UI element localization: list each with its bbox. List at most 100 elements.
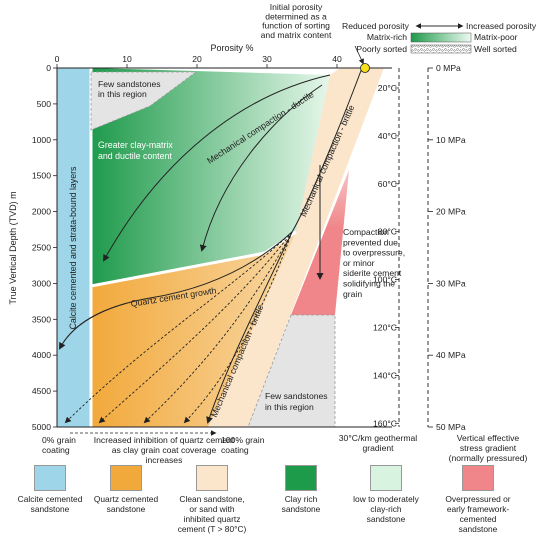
pressure-tick-label: 30 MPa bbox=[436, 278, 466, 288]
legend-label: sandstone bbox=[30, 504, 70, 514]
few-sandstones-region-top bbox=[90, 71, 198, 131]
zero-coat-line: coating bbox=[42, 445, 70, 455]
y-axis-ticks: 0 500 1000 1500 2000 2500 3000 3500 4000 4500 5000 bbox=[32, 63, 57, 432]
legend-item: low to moderately clay-rich sandstone bbox=[345, 465, 427, 524]
matrix-rich-label: Matrix-rich bbox=[367, 32, 407, 42]
temperature-tick-label: 120°C bbox=[373, 323, 397, 333]
pressure-tick-label: 50 MPa bbox=[436, 422, 466, 432]
ductile-path-1 bbox=[103, 74, 331, 262]
legend-swatch bbox=[462, 465, 494, 491]
initial-porosity-line: and matrix content bbox=[261, 30, 332, 40]
hundred-coat-line: coating bbox=[221, 445, 249, 455]
y-tick-label: 2000 bbox=[32, 207, 51, 217]
quartz-growth-path bbox=[59, 231, 293, 350]
brittle-path-lower bbox=[206, 231, 293, 424]
temperature-tick-label: 140°C bbox=[373, 370, 397, 380]
x-tick-label: 0 bbox=[55, 54, 60, 64]
stress-line: Vertical effective bbox=[457, 433, 520, 443]
legend-label: sandstone bbox=[458, 524, 498, 534]
inhibition-line: Increased inhibition of quartz cement bbox=[94, 435, 235, 445]
legend-label: Calcite cemented bbox=[17, 494, 83, 504]
y-tick-label: 3000 bbox=[32, 278, 51, 288]
y-tick-label: 0 bbox=[46, 63, 51, 73]
hundred-coat-line: 100% grain bbox=[221, 435, 265, 445]
y-tick-label: 3500 bbox=[32, 314, 51, 324]
y-axis-label: True Vertical Depth (TVD) m bbox=[8, 191, 18, 304]
clay-rich-region bbox=[91, 68, 330, 286]
y-tick-label: 2500 bbox=[32, 243, 51, 253]
y-tick-label: 1500 bbox=[32, 171, 51, 181]
clean-sandstone-band bbox=[208, 68, 384, 427]
clay-matrix-line1: Greater clay-matrix bbox=[98, 140, 173, 150]
legend-item: Calcite cemented sandstone bbox=[9, 465, 91, 514]
calcite-label: Calcite cemented and strata-bound layers bbox=[68, 166, 78, 329]
quartz-cemented-region bbox=[91, 232, 296, 427]
legend-label: Overpressured or bbox=[445, 494, 511, 504]
legend-label: Clean sandstone, bbox=[179, 494, 245, 504]
few-sandstones-top-line2: in this region bbox=[98, 89, 147, 99]
y-tick-label: 1000 bbox=[32, 135, 51, 145]
temperature-tick-label: 160°C bbox=[373, 418, 397, 428]
brittle-path-upper bbox=[291, 67, 363, 233]
pressure-tick-label: 0 MPa bbox=[436, 63, 461, 73]
few-sandstones-bottom-line1: Few sandstones bbox=[265, 391, 328, 401]
pressure-tick-label: 20 MPa bbox=[436, 207, 466, 217]
legend-label: inhibited quartz bbox=[183, 514, 241, 524]
compaction-prevented-line: solidifying the bbox=[343, 279, 395, 289]
clay-matrix-line2: and ductile content bbox=[98, 151, 172, 161]
few-sandstones-bottom-line2: in this region bbox=[265, 402, 314, 412]
legend-label: sandstone bbox=[281, 504, 321, 514]
y-tick-label: 5000 bbox=[32, 422, 51, 432]
poorly-sorted-label: Poorly sorted bbox=[356, 44, 407, 54]
initial-porosity-point bbox=[360, 63, 370, 73]
compaction-prevented-line: grain bbox=[343, 289, 362, 299]
stress-line: stress gradient bbox=[460, 443, 517, 453]
legend-label: Quartz cemented bbox=[93, 494, 159, 504]
ductile-path-2 bbox=[199, 84, 323, 252]
temperature-tick-label: 100°C bbox=[373, 275, 397, 285]
geothermal-line: 30°C/km geothermal bbox=[339, 433, 418, 443]
calcite-cemented-column bbox=[57, 68, 91, 427]
legend-item: Overpressured or early framework-cemented… bbox=[437, 465, 519, 534]
compaction-prevented-line: to overpressure, bbox=[343, 248, 405, 258]
initial-porosity-line: function of sorting bbox=[262, 21, 330, 31]
reduced-porosity-label: Reduced porosity bbox=[342, 21, 410, 31]
compaction-prevented-line: Compaction bbox=[343, 227, 389, 237]
y-tick-label: 500 bbox=[37, 99, 52, 109]
inhibition-line: as clay grain coat coverage bbox=[112, 445, 217, 455]
legend-item: Clay rich sandstone bbox=[260, 465, 342, 514]
legend-item: Clean sandstone, or sand with inhibited qu… bbox=[171, 465, 253, 534]
x-tick-label: 30 bbox=[262, 54, 272, 64]
temperature-ticks: 20°C 40°C 60°C 80°C 100°C 120°C 140°C 160°C bbox=[373, 83, 399, 428]
matrix-poor-label: Matrix-poor bbox=[474, 32, 518, 42]
dashed-quartz-paths bbox=[64, 231, 293, 424]
x-axis-ticks: 0 10 20 30 40 bbox=[55, 54, 342, 68]
geothermal-line: gradient bbox=[362, 443, 394, 453]
legend-label: cemented bbox=[459, 514, 497, 524]
legend-swatch bbox=[196, 465, 228, 491]
temperature-tick-label: 80°C bbox=[378, 227, 397, 237]
y-tick-label: 4500 bbox=[32, 386, 51, 396]
legend-label: sandstone bbox=[106, 504, 146, 514]
initial-porosity-line: determined as a bbox=[265, 11, 327, 21]
legend-item: Quartz cemented sandstone bbox=[85, 465, 167, 514]
initial-porosity-line: Initial porosity bbox=[270, 2, 323, 12]
compaction-paths bbox=[59, 67, 363, 424]
inhibition-line: increases bbox=[146, 455, 183, 465]
legend-swatch bbox=[110, 465, 142, 491]
legend-label: low to moderately bbox=[353, 494, 419, 504]
legend-label: or sand with bbox=[189, 504, 235, 514]
legend-label: clay-rich bbox=[370, 504, 402, 514]
y-tick-label: 4000 bbox=[32, 350, 51, 360]
sorting-pattern-bar bbox=[410, 44, 472, 54]
temperature-tick-label: 60°C bbox=[378, 179, 397, 189]
stress-line: (normally pressured) bbox=[449, 453, 528, 463]
few-sandstones-top-line1: Few sandstones bbox=[98, 79, 161, 89]
pressure-tick-label: 40 MPa bbox=[436, 350, 466, 360]
legend-swatch bbox=[34, 465, 66, 491]
x-tick-label: 20 bbox=[192, 54, 202, 64]
